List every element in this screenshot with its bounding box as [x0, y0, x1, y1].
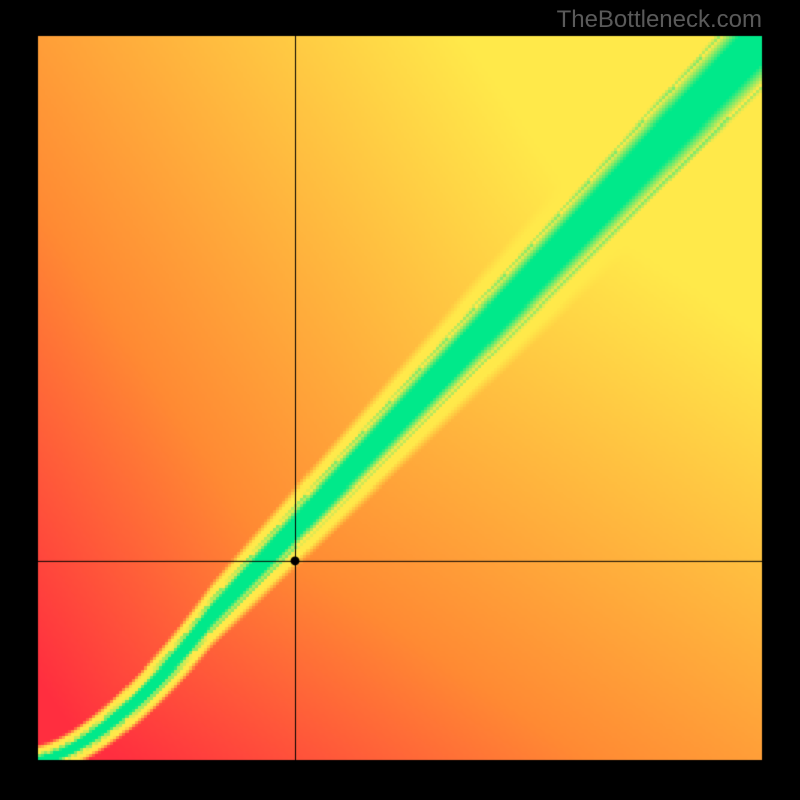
- heatmap-plot: [0, 0, 800, 800]
- watermark-text: TheBottleneck.com: [557, 6, 762, 34]
